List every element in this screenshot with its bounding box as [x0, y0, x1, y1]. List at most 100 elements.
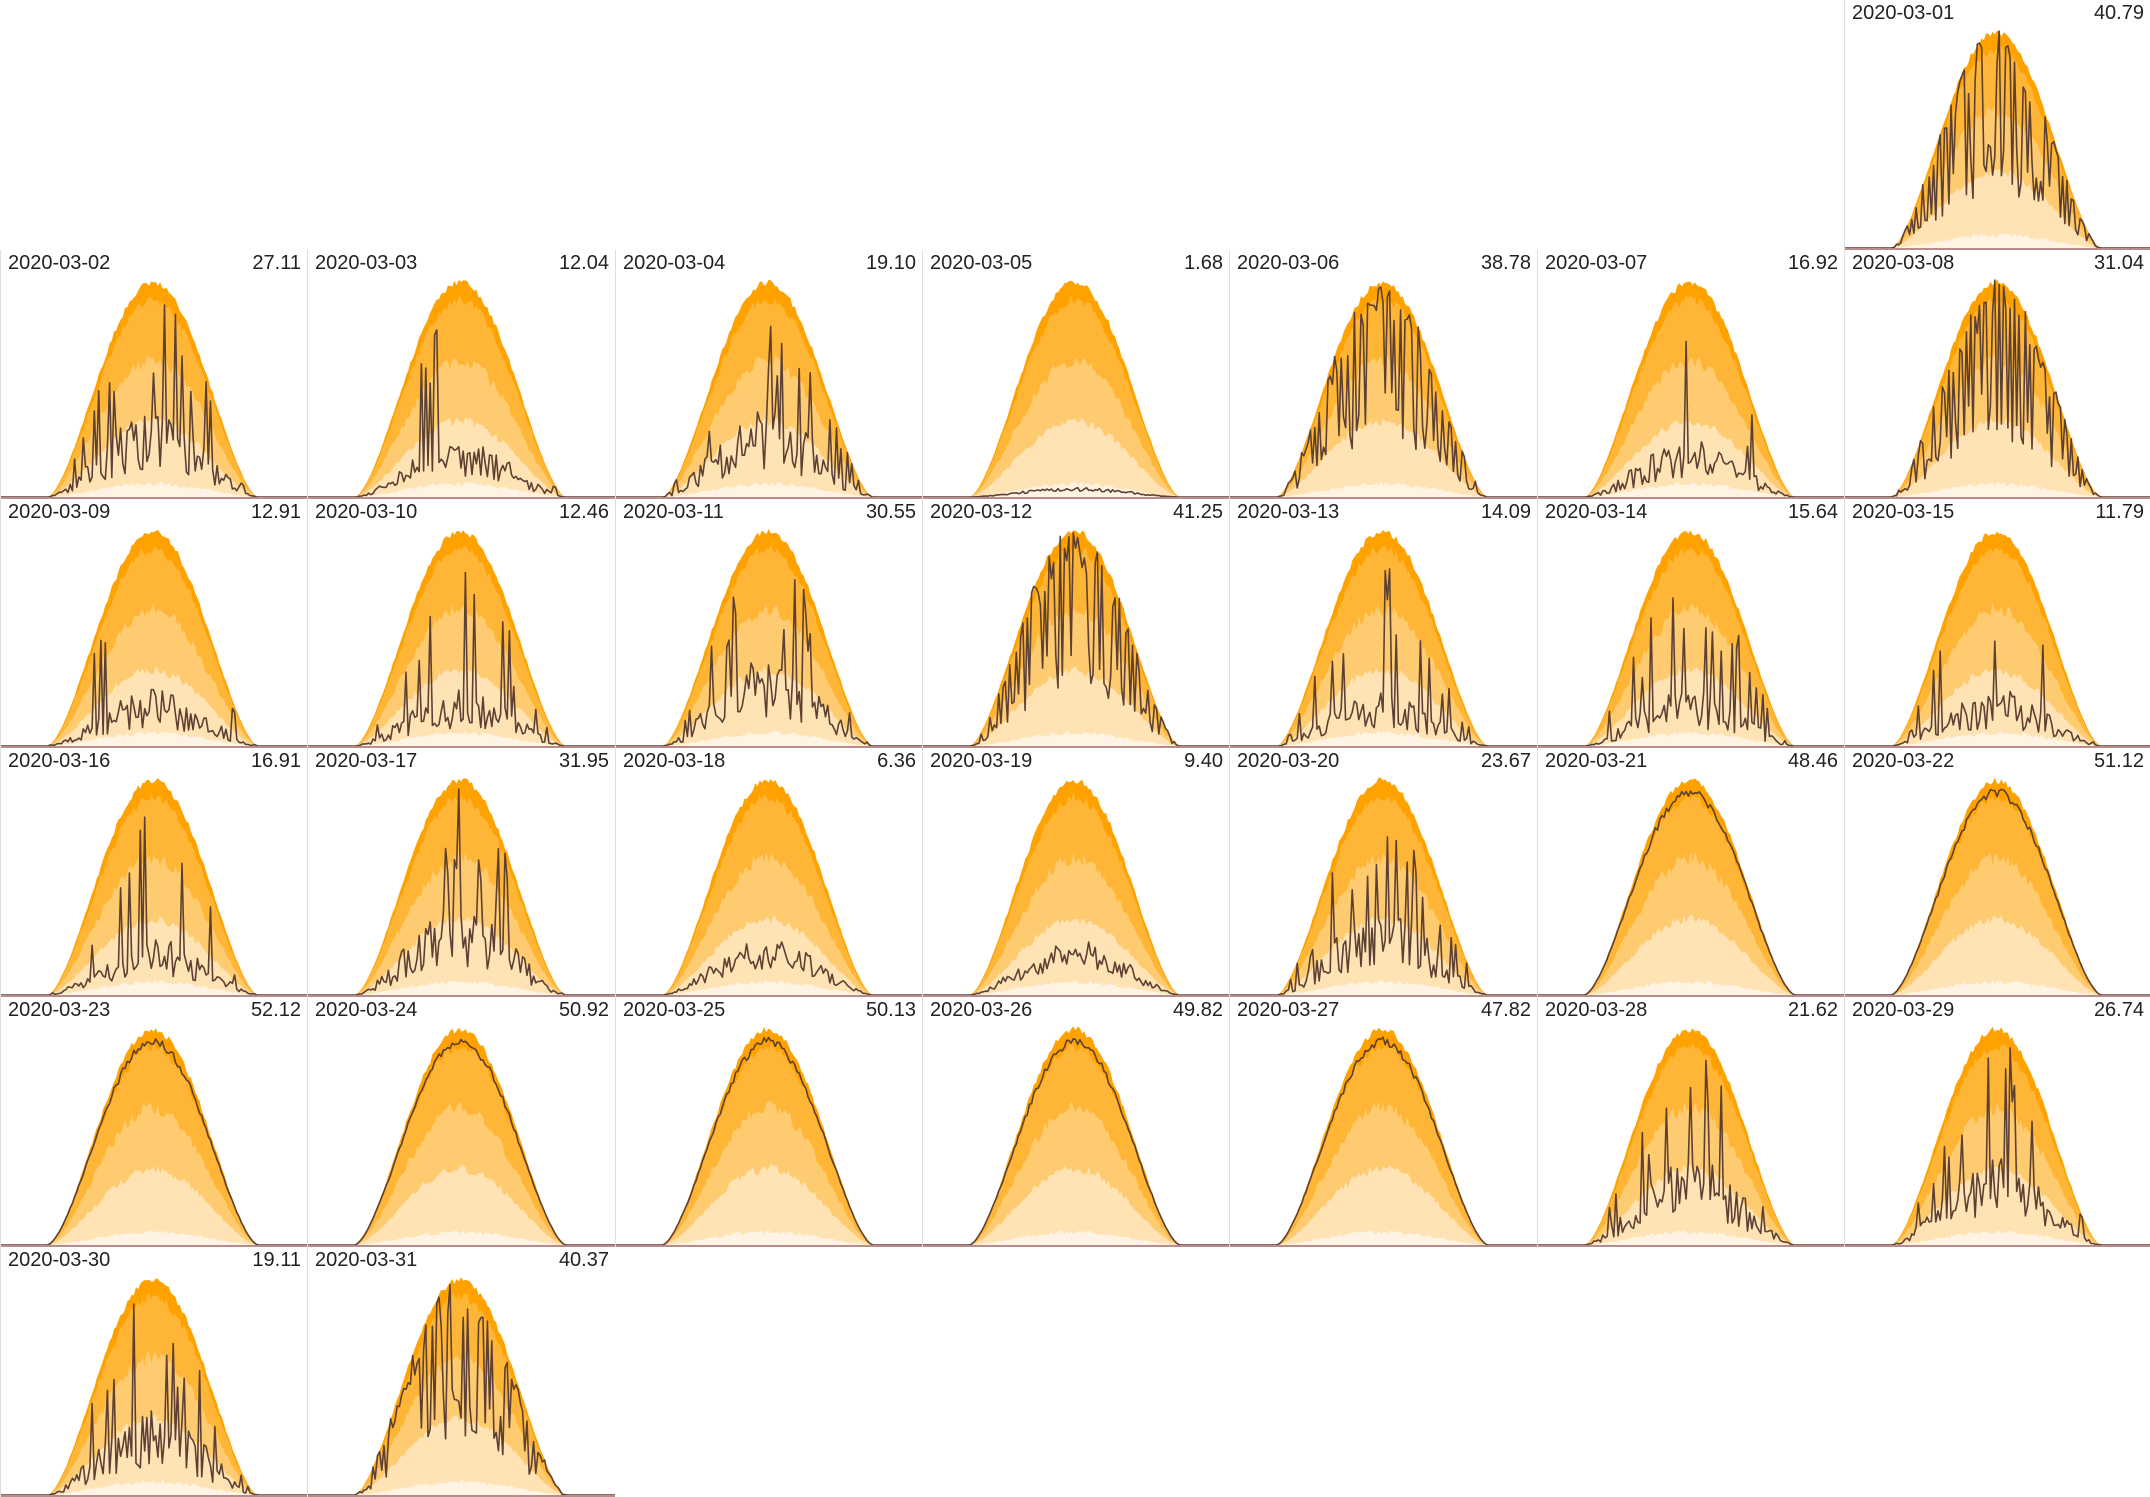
- band-inner: [1537, 731, 1844, 746]
- daily-value-label: 26.74: [2093, 999, 2144, 1021]
- day-cell: 2020-03-18 6.36: [615, 748, 922, 997]
- day-cell: 2020-03-23 52.12: [0, 997, 307, 1247]
- actual-production-line: [922, 532, 1229, 747]
- daily-value-label: 12.04: [558, 252, 609, 274]
- actual-production-line: [0, 639, 307, 747]
- band-4: [1537, 1164, 1844, 1245]
- band-3: [0, 602, 307, 746]
- day-cell: 2020-03-17 31.95: [307, 748, 615, 997]
- daily-value-label: 52.12: [250, 999, 301, 1021]
- actual-production-line: [922, 486, 1229, 498]
- actual-production-line: [1537, 597, 1844, 747]
- actual-production-line: [307, 571, 615, 747]
- date-label: 2020-03-02: [8, 252, 111, 274]
- day-plot: [0, 748, 307, 997]
- date-label: 2020-03-31: [315, 1249, 418, 1271]
- daily-value-label: 31.04: [2093, 252, 2144, 274]
- band-4: [1844, 668, 2150, 746]
- day-plot: [1229, 997, 1537, 1247]
- date-label: 2020-03-24: [315, 999, 418, 1021]
- date-label: 2020-03-10: [315, 501, 418, 523]
- daily-value-label: 15.64: [1787, 501, 1838, 523]
- day-cell: 2020-03-12 41.25: [922, 499, 1229, 748]
- band-inner: [1844, 1230, 2150, 1245]
- day-cell: 2020-03-19 9.40: [922, 748, 1229, 997]
- daily-value-label: 38.78: [1480, 252, 1531, 274]
- day-plot: [1537, 997, 1844, 1247]
- band-4: [0, 1414, 307, 1495]
- band-inner: [0, 1479, 307, 1495]
- daily-value-label: 14.09: [1480, 501, 1531, 523]
- band-4: [0, 418, 307, 497]
- day-plot: [307, 499, 615, 748]
- day-plot: [1844, 748, 2150, 997]
- date-label: 2020-03-13: [1237, 501, 1340, 523]
- daily-value-label: 49.82: [1172, 999, 1223, 1021]
- actual-production-line: [1537, 790, 1844, 996]
- band-inner: [0, 980, 307, 995]
- actual-production-line: [307, 1038, 615, 1246]
- daily-value-label: 47.82: [1480, 999, 1531, 1021]
- actual-production-line: [0, 1303, 307, 1496]
- actual-production-line: [1844, 279, 2150, 498]
- date-label: 2020-03-26: [930, 999, 1033, 1021]
- date-label: 2020-03-25: [623, 999, 726, 1021]
- day-plot: [307, 250, 615, 499]
- band-inner: [1844, 731, 2150, 746]
- actual-production-line: [922, 941, 1229, 996]
- band-inner: [1229, 980, 1537, 995]
- actual-production-line: [1229, 568, 1537, 747]
- band-inner: [307, 1229, 615, 1245]
- day-cell: 2020-03-21 48.46: [1537, 748, 1844, 997]
- band-4: [1844, 417, 2150, 497]
- band-4: [307, 916, 615, 995]
- actual-production-line: [615, 1036, 922, 1246]
- daily-value-label: 50.92: [558, 999, 609, 1021]
- band-inner: [0, 482, 307, 497]
- band-4: [922, 1166, 1229, 1245]
- daily-value-label: 16.92: [1787, 252, 1838, 274]
- band-inner: [1844, 481, 2150, 497]
- day-cell: 2020-03-05 1.68: [922, 250, 1229, 499]
- date-label: 2020-03-06: [1237, 252, 1340, 274]
- date-label: 2020-03-27: [1237, 999, 1340, 1021]
- day-plot: [307, 748, 615, 997]
- band-inner: [307, 482, 615, 497]
- day-cell: 2020-03-24 50.92: [307, 997, 615, 1247]
- day-plot: [922, 997, 1229, 1247]
- day-plot: [1229, 748, 1537, 997]
- band-4: [307, 1414, 615, 1495]
- date-label: 2020-03-04: [623, 252, 726, 274]
- day-cell: 2020-03-06 38.78: [1229, 250, 1537, 499]
- actual-production-line: [1537, 1059, 1844, 1246]
- band-4: [0, 666, 307, 746]
- day-cell: 2020-03-13 14.09: [1229, 499, 1537, 748]
- date-label: 2020-03-07: [1545, 252, 1648, 274]
- day-plot: [1537, 499, 1844, 748]
- daily-value-label: 50.13: [865, 999, 916, 1021]
- daily-value-label: 48.46: [1787, 750, 1838, 772]
- actual-production-line: [922, 1037, 1229, 1246]
- band-4: [922, 666, 1229, 746]
- daily-value-label: 1.68: [1184, 252, 1223, 274]
- daily-value-label: 19.10: [865, 252, 916, 274]
- band-inner: [922, 1230, 1229, 1245]
- daily-value-label: 12.91: [250, 501, 301, 523]
- actual-production-line: [615, 325, 922, 498]
- day-cell: 2020-03-30 19.11: [0, 1247, 307, 1497]
- day-cell: 2020-03-31 40.37: [307, 1247, 615, 1497]
- band-inner: [615, 482, 922, 497]
- band-4: [1844, 915, 2150, 995]
- band-inner: [1537, 482, 1844, 497]
- actual-production-line: [1229, 1036, 1537, 1246]
- date-label: 2020-03-19: [930, 750, 1033, 772]
- date-label: 2020-03-01: [1852, 2, 1955, 24]
- band-inner: [307, 1479, 615, 1495]
- date-label: 2020-03-29: [1852, 999, 1955, 1021]
- actual-production-line: [1844, 640, 2150, 747]
- daily-value-label: 51.12: [2093, 750, 2144, 772]
- day-plot: [1537, 250, 1844, 499]
- actual-production-line: [307, 1283, 615, 1496]
- daily-value-label: 41.25: [1172, 501, 1223, 523]
- daily-value-label: 11.79: [2095, 501, 2144, 523]
